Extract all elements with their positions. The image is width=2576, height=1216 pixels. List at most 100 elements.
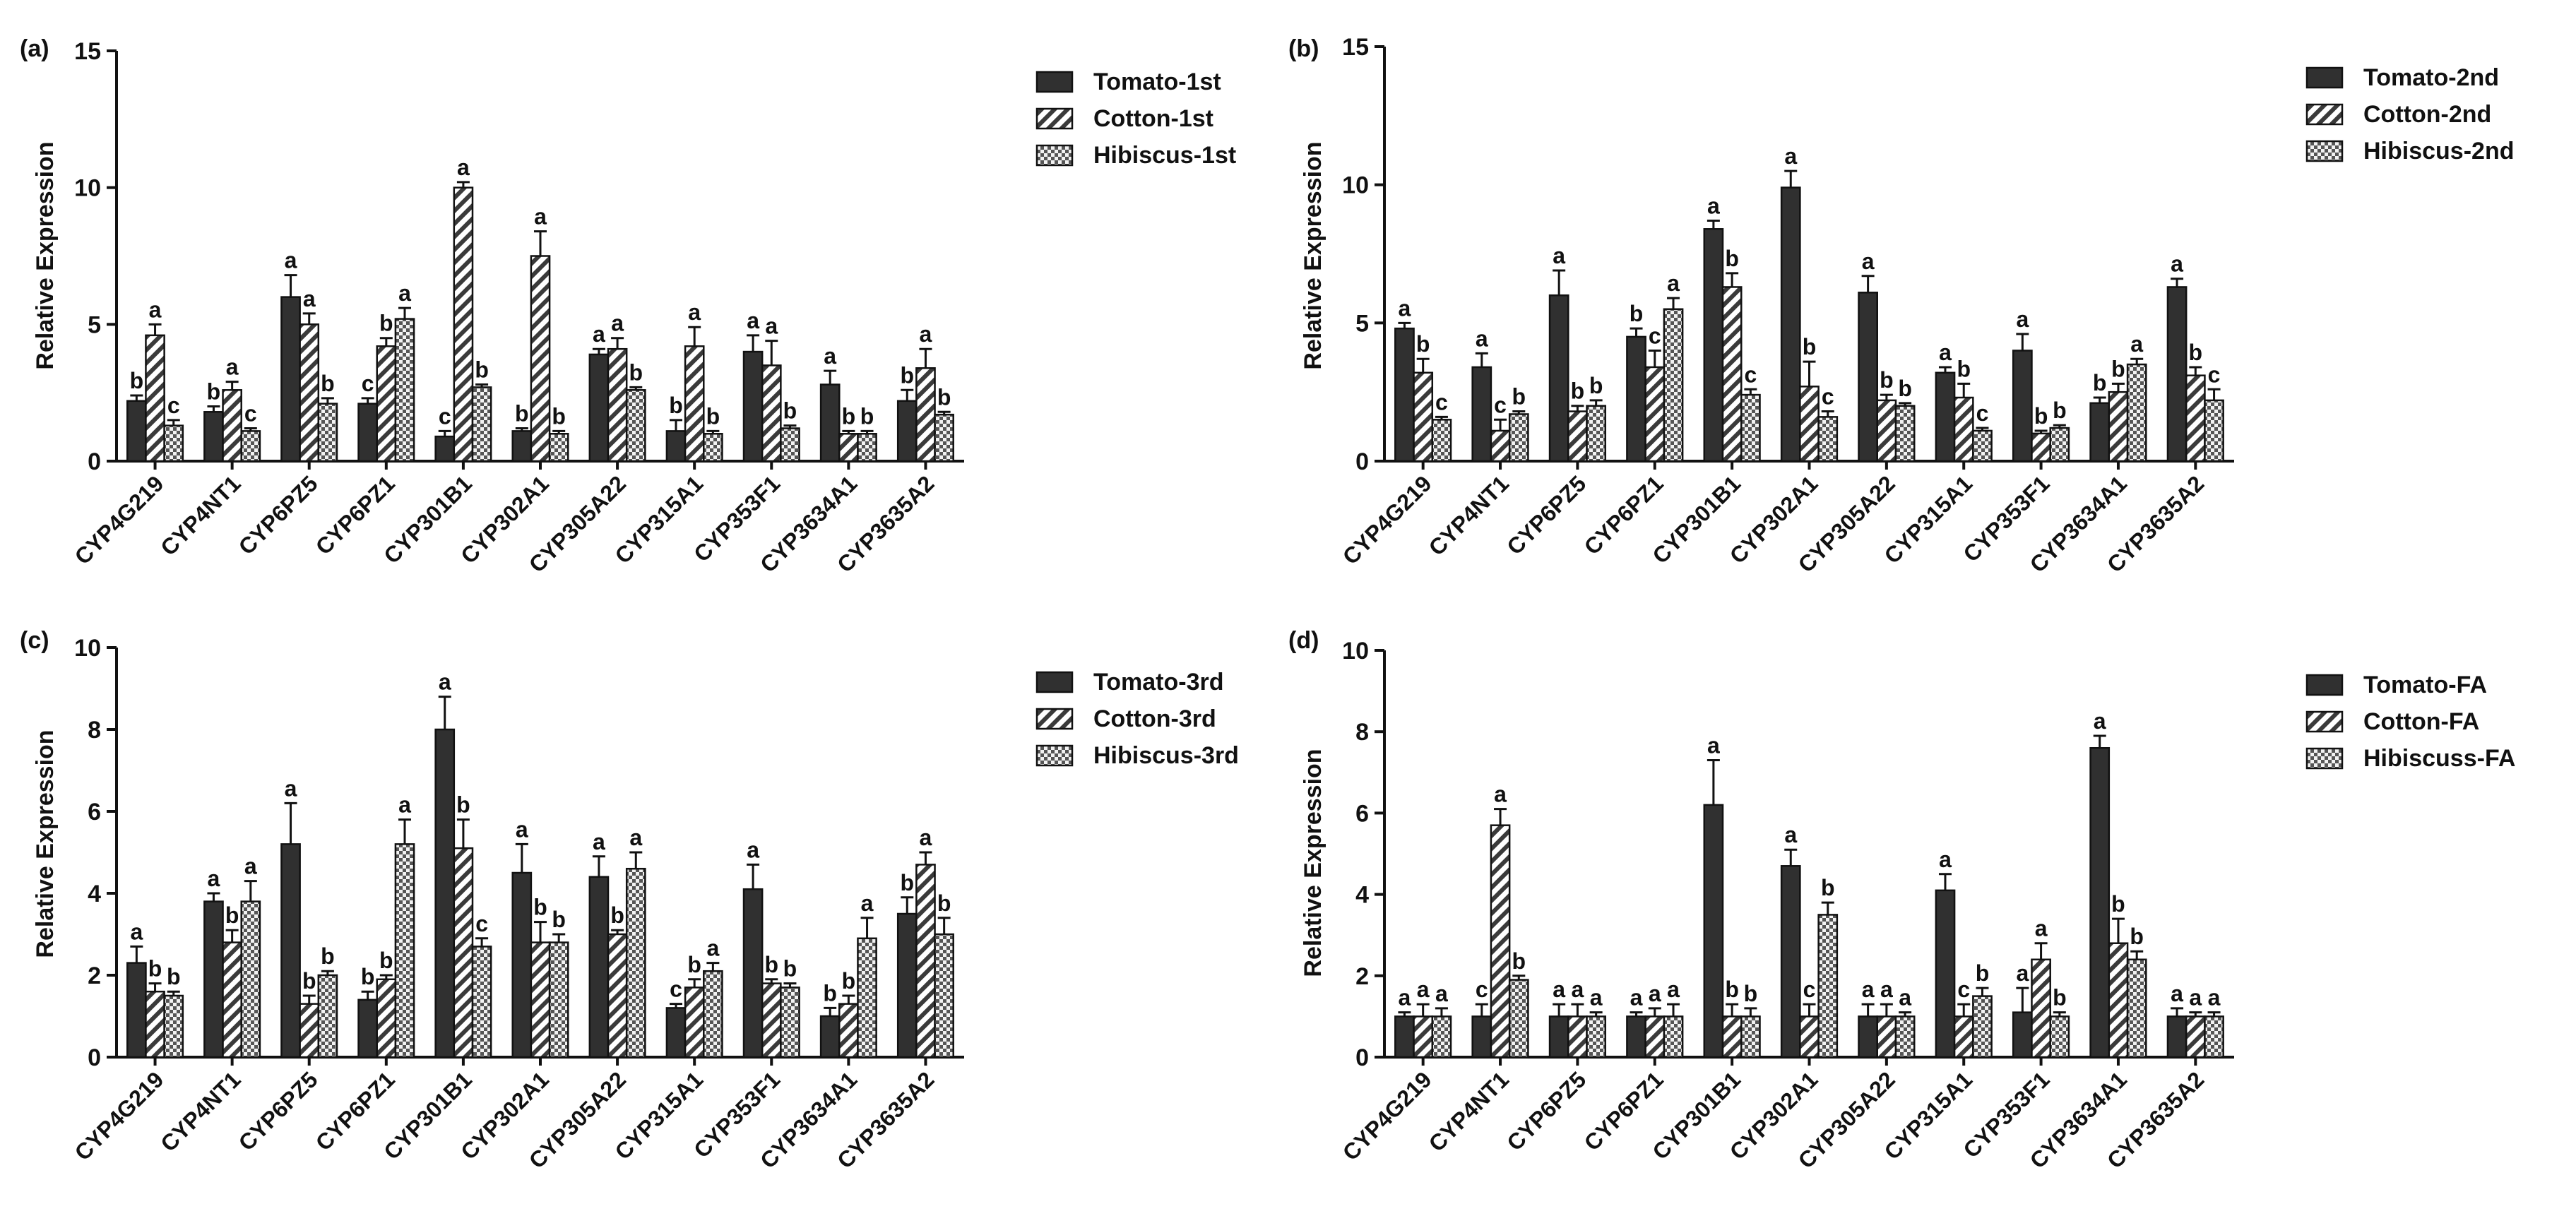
y-axis-label: Relative Expression [1300,749,1326,977]
bar [299,323,320,463]
bar [1586,405,1607,463]
x-tick-label: CYP4G219 [1338,1066,1437,1165]
bar [1817,416,1839,463]
bar [434,728,456,1059]
bar [222,389,242,463]
bar [838,1003,859,1059]
bar [1471,1015,1492,1059]
bar [126,400,147,463]
legend-label: Tomato-FA [2363,672,2487,698]
y-tick-label: 5 [88,311,101,338]
significance-letter: b [783,956,797,982]
significance-letter: c [439,403,451,429]
x-tick-label: CYP4NT1 [1424,1066,1514,1156]
significance-letter: a [593,321,605,347]
bar [1548,1015,1569,1059]
bar [1703,228,1724,463]
legend-label: Cotton-3rd [1093,705,1216,732]
bar [1490,824,1511,1059]
significance-letter: b [1821,875,1835,900]
y-tick-label: 0 [1355,1044,1369,1071]
legend-swatch [1035,708,1074,730]
bar [1935,889,1956,1059]
bar [1740,1015,1761,1059]
bar [1799,1015,1820,1059]
bar [1626,335,1646,463]
significance-letter: a [1553,977,1565,1002]
bar [1721,1015,1743,1059]
significance-letter: b [456,792,470,818]
bar [934,413,954,463]
bar [780,986,800,1059]
significance-letter: a [1494,782,1507,807]
significance-letter: a [2208,985,2221,1011]
panel-label: (d) [1288,627,1319,654]
significance-letter: b [610,902,624,928]
bar [1780,186,1801,463]
significance-letter: a [920,825,932,850]
significance-letter: c [1822,384,1834,410]
significance-letter: b [321,371,335,396]
significance-letter: b [167,964,181,989]
significance-letter: b [1803,334,1817,359]
bar [2049,427,2070,463]
significance-letter: a [1399,985,1411,1011]
bar [1644,1015,1666,1059]
bar [1894,405,1916,463]
significance-letter: b [1630,301,1644,326]
bar [453,186,474,463]
significance-letter: b [937,890,951,916]
significance-letter: c [2208,362,2221,387]
legend-swatch [2305,710,2344,733]
legend-label: Hibiscus-2nd [2363,138,2514,165]
x-tick-label: CYP6PZ5 [234,1066,323,1155]
bar [1431,1015,1452,1059]
significance-letter: b [1880,367,1894,393]
legend-swatch [1035,671,1074,693]
bar [1663,308,1684,463]
significance-letter: c [475,911,488,936]
legend: Tomato-3rd Cotton-3rd Hibiscus-3rd [1035,669,1239,769]
significance-letter: a [2094,708,2106,734]
bar [703,970,723,1059]
bar [934,933,954,1059]
bar [376,978,397,1059]
bar [548,433,569,463]
significance-letter: b [1589,373,1603,398]
bar [530,255,551,463]
significance-letter: a [920,321,932,347]
legend-swatch [2305,674,2344,696]
significance-letter: a [1630,985,1643,1011]
significance-letter: c [244,401,257,427]
legend-label: Tomato-1st [1093,68,1221,95]
bar [394,843,415,1059]
bar [1894,1015,1916,1059]
panel-a: (a) Relative Expression Tomato-1st Cotton… [20,35,1236,578]
bar [530,941,551,1059]
bar [1953,396,1974,463]
bar [2108,391,2129,463]
significance-letter: a [1707,193,1720,219]
significance-letter: a [2016,306,2029,332]
y-tick-label: 2 [88,962,101,989]
bar [2204,399,2224,463]
significance-letter: b [842,968,856,994]
significance-letter: b [1725,246,1739,271]
significance-letter: b [321,943,335,969]
significance-letter: b [1898,376,1912,401]
significance-letter: b [706,403,720,429]
bar [2204,1015,2224,1059]
bar [703,433,723,463]
significance-letter: b [2189,340,2203,365]
significance-letter: b [148,956,162,982]
significance-letter: a [1667,270,1680,296]
bar [742,350,764,463]
bar [1413,1015,1434,1059]
legend-label: Cotton-FA [2363,708,2479,735]
bar [915,864,936,1059]
bar [203,411,224,463]
significance-letter: a [824,343,836,369]
bar [1471,366,1492,463]
significance-letter: b [823,980,837,1006]
